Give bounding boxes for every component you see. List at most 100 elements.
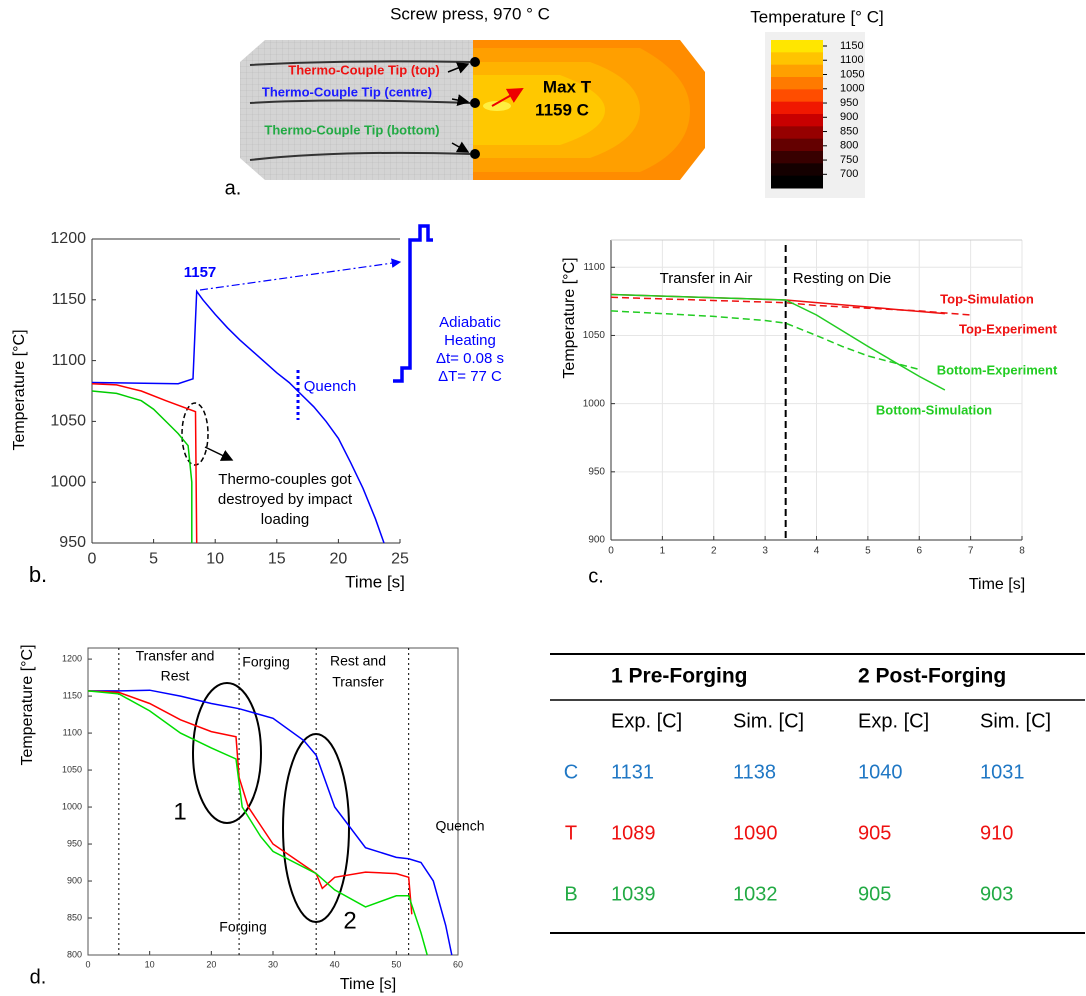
x-tick-label: 25 — [391, 551, 409, 568]
row-label: T — [565, 822, 577, 844]
x-axis-title: Time [s] — [340, 976, 396, 993]
table-group: 2 Post-Forging — [858, 665, 1006, 688]
x-tick-label: 10 — [206, 551, 224, 568]
annotation: Transfer — [332, 674, 384, 690]
tc-label: Thermo-Couple Tip (centre) — [262, 84, 432, 99]
series-label: Top-Simulation — [940, 291, 1034, 306]
table-subheader: Exp. [C] — [611, 710, 682, 732]
x-axis-title: Time [s] — [969, 576, 1025, 593]
series-line — [88, 691, 427, 955]
annotation: 1 — [173, 798, 186, 825]
plot-frame — [88, 648, 458, 955]
y-tick-label: 850 — [67, 912, 82, 922]
colorbar-band — [771, 89, 823, 102]
tc-label: Thermo-Couple Tip (bottom) — [264, 122, 439, 137]
y-tick-label: 1050 — [62, 764, 82, 774]
annotation: 1157 — [184, 264, 217, 281]
colorbar-band — [771, 114, 823, 127]
colorbar-band — [771, 52, 823, 65]
annotation: Δt= 0.08 s — [436, 350, 504, 367]
tip-dot — [470, 149, 480, 159]
annotation: Rest — [161, 668, 190, 684]
x-tick-label: 6 — [916, 546, 922, 557]
colorbar-tick-label: 1100 — [840, 54, 864, 66]
y-tick-label: 1100 — [63, 727, 82, 737]
colorbar-band — [771, 126, 823, 139]
panel-label: a. — [225, 177, 242, 199]
zoom-arrow — [200, 262, 400, 290]
x-tick-label: 5 — [149, 551, 158, 568]
series-line — [611, 295, 945, 314]
colorbar-band — [771, 176, 823, 189]
table-cell: 1032 — [733, 883, 778, 905]
y-tick-label: 950 — [67, 838, 82, 848]
annotation: Quench — [304, 378, 357, 395]
y-tick-label: 950 — [59, 534, 86, 551]
table-cell: 910 — [980, 822, 1013, 844]
table-cell: 1138 — [733, 761, 776, 783]
x-tick-label: 30 — [268, 959, 278, 969]
colorbar-tick-label: 750 — [840, 154, 858, 166]
colorbar-tick-label: 800 — [840, 140, 858, 152]
x-tick-label: 0 — [88, 551, 97, 568]
series-label: Bottom-Experiment — [937, 362, 1058, 377]
x-tick-label: 1 — [660, 546, 666, 557]
annotation: Transfer and — [136, 648, 215, 664]
y-axis-title: Temperature [°C] — [561, 257, 578, 378]
annotation: Heating — [444, 332, 496, 349]
annotation: Forging — [242, 654, 289, 670]
panel-label: b. — [29, 562, 47, 587]
colorbar-band — [771, 40, 823, 53]
table-cell: 903 — [980, 883, 1013, 905]
arrow — [205, 447, 232, 460]
table-cell: 905 — [858, 822, 891, 844]
panel-b-decor — [182, 226, 433, 465]
x-tick-label: 0 — [608, 546, 614, 557]
x-tick-label: 50 — [391, 959, 401, 969]
y-axis-title: Temperature [°C] — [19, 644, 36, 765]
ellipse — [193, 683, 261, 823]
colorbar-tick-label: 850 — [840, 125, 858, 137]
row-label: B — [564, 883, 577, 905]
y-tick-label: 1150 — [52, 291, 87, 308]
y-tick-label: 950 — [588, 466, 605, 477]
series-line — [88, 690, 452, 955]
x-tick-label: 4 — [814, 546, 820, 557]
y-tick-label: 1200 — [50, 230, 86, 247]
table-cell: 1090 — [733, 822, 778, 844]
annotation: Thermo-couples got — [218, 471, 352, 488]
max-t-value: 1159 C — [535, 100, 589, 119]
colorbar-tick-label: 700 — [840, 168, 858, 180]
x-tick-label: 7 — [968, 546, 974, 557]
y-tick-label: 900 — [67, 875, 82, 885]
x-tick-label: 8 — [1019, 546, 1025, 557]
y-tick-label: 1100 — [583, 262, 605, 273]
y-tick-label: 1000 — [62, 801, 82, 811]
colorbar-tick-label: 1000 — [840, 83, 864, 95]
annotation: Forging — [219, 919, 266, 935]
annotation: Resting on Die — [793, 270, 891, 287]
x-tick-label: 2 — [711, 546, 717, 557]
table-cell: 1039 — [611, 883, 656, 905]
tip-dot — [470, 98, 480, 108]
annotation: ΔT= 77 C — [438, 368, 502, 385]
x-tick-label: 10 — [145, 959, 155, 969]
colorbar-band — [771, 139, 823, 152]
panel-a-title: Screw press, 970 ° C — [390, 4, 550, 23]
colorbar-band — [771, 77, 823, 90]
x-tick-label: 0 — [85, 959, 90, 969]
y-tick-label: 1050 — [583, 330, 606, 341]
figure: Screw press, 970 ° C Thermo-Couple Tip (… — [0, 0, 1086, 996]
table-cell: 1131 — [611, 761, 654, 783]
series-label: Top-Experiment — [959, 321, 1058, 336]
x-tick-label: 15 — [268, 551, 286, 568]
panel-label: d. — [30, 966, 47, 988]
y-tick-label: 1100 — [52, 352, 87, 369]
annotation: 2 — [343, 907, 356, 934]
x-tick-label: 20 — [330, 551, 348, 568]
annotation: destroyed by impact — [218, 491, 353, 508]
annotation: Transfer in Air — [660, 270, 753, 287]
series-line — [92, 391, 192, 543]
colorbar-band — [771, 102, 823, 115]
colorbar-title: Temperature [° C] — [750, 7, 883, 26]
